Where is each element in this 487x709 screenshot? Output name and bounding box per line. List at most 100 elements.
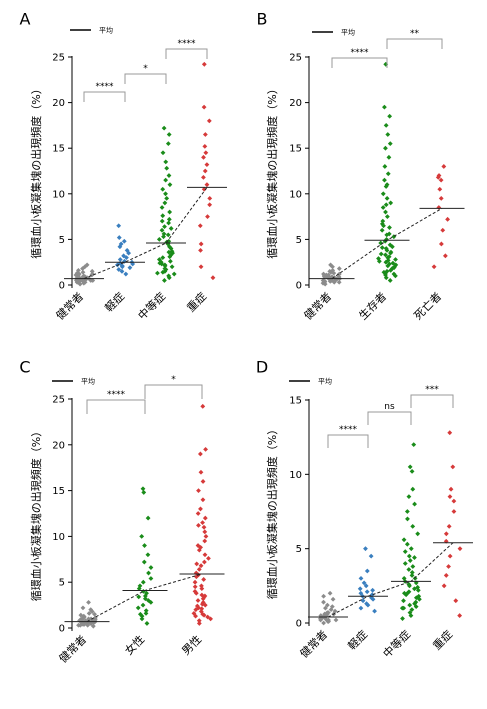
data-point (89, 609, 95, 614)
data-point (384, 182, 390, 188)
data-point (165, 241, 171, 247)
data-point (196, 618, 202, 624)
data-point (410, 564, 416, 569)
data-point (386, 231, 392, 237)
data-point (378, 240, 384, 246)
data-point (412, 576, 418, 581)
data-point (205, 214, 210, 219)
panel-letter: C (19, 358, 30, 377)
data-point (163, 177, 169, 183)
data-point (117, 260, 123, 266)
data-point (407, 602, 413, 608)
data-point (81, 278, 87, 283)
data-point (121, 253, 127, 259)
data-point (165, 232, 171, 238)
data-point (358, 590, 364, 596)
data-point (323, 605, 328, 611)
data-point (90, 623, 96, 629)
data-point (164, 195, 170, 201)
significance-label: ** (410, 29, 420, 39)
data-point (200, 497, 206, 503)
y-tick-label: 10 (52, 189, 65, 200)
data-point (207, 195, 213, 201)
data-point (200, 611, 206, 617)
data-point (156, 237, 162, 242)
data-point (383, 259, 389, 265)
data-point (388, 249, 394, 255)
data-point (124, 255, 129, 261)
data-point (78, 612, 84, 618)
data-point (443, 573, 449, 578)
data-point (391, 271, 397, 277)
data-point (388, 200, 394, 206)
y-tick-label: 20 (52, 98, 65, 109)
x-category-label: 健常者 (57, 633, 90, 666)
panel-letter: A (20, 10, 31, 29)
data-point (137, 611, 143, 617)
data-point (435, 174, 441, 180)
data-point (391, 265, 397, 271)
data-point (155, 270, 160, 276)
data-point (166, 273, 172, 279)
data-point (198, 469, 204, 475)
data-point (387, 113, 393, 119)
significance-bracket (327, 434, 369, 448)
data-point (416, 593, 422, 599)
data-point (384, 214, 390, 219)
data-point (330, 596, 336, 602)
y-tick-label: 20 (52, 440, 65, 451)
y-tick-label: 25 (289, 53, 302, 64)
significance-label: * (171, 375, 176, 385)
data-point (380, 218, 386, 224)
data-point (363, 583, 369, 589)
data-point (77, 622, 83, 628)
data-point (196, 566, 202, 572)
data-point (126, 250, 132, 256)
data-point (410, 486, 416, 492)
data-point (324, 611, 330, 617)
data-point (124, 247, 130, 253)
data-point (447, 430, 453, 436)
data-point (321, 599, 326, 605)
data-point (358, 576, 364, 581)
data-point (412, 501, 417, 507)
data-point (380, 205, 386, 210)
data-point (387, 278, 393, 283)
data-point (86, 616, 91, 622)
legend-mean-label: 平均 (318, 377, 332, 386)
data-point (447, 553, 453, 559)
data-point (163, 191, 168, 197)
data-point (361, 580, 367, 586)
data-point (443, 531, 449, 537)
y-tick-label: 0 (59, 281, 65, 292)
data-point (166, 173, 172, 178)
data-point (387, 261, 392, 267)
data-point (372, 608, 377, 614)
data-point (379, 245, 385, 251)
data-point (89, 268, 95, 274)
panel-letter: B (257, 10, 268, 29)
data-point (116, 267, 122, 272)
data-point (451, 498, 457, 504)
data-point (436, 205, 442, 210)
data-point (203, 150, 209, 156)
data-point (210, 275, 216, 281)
data-point (118, 241, 124, 247)
data-point (200, 520, 205, 526)
data-point (198, 609, 204, 614)
data-point (406, 494, 412, 500)
data-point (145, 552, 151, 558)
data-point (136, 586, 142, 592)
data-point (321, 620, 327, 626)
data-point (321, 593, 326, 599)
data-point (145, 515, 151, 521)
data-point (406, 567, 412, 572)
data-point (143, 608, 149, 613)
data-point (86, 599, 91, 605)
x-category-label: 軽症 (102, 289, 127, 314)
data-point (139, 616, 145, 622)
data-point (201, 524, 207, 530)
data-point (119, 268, 125, 274)
data-point (441, 583, 447, 589)
data-point (445, 216, 451, 222)
